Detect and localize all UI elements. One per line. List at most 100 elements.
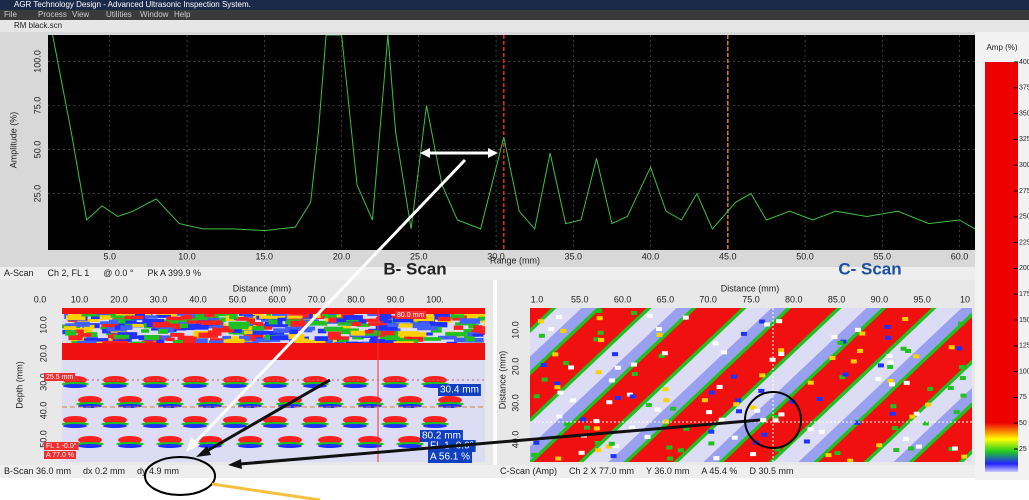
- color-bar-label: 225: [1019, 239, 1029, 246]
- menu-item[interactable]: File: [4, 10, 17, 19]
- pixel: [778, 348, 784, 352]
- x-tick-label: 50.0: [229, 294, 247, 304]
- pixel: [808, 381, 814, 385]
- menu-item[interactable]: Help: [174, 10, 191, 19]
- pixel: [630, 394, 636, 398]
- pixel: [925, 403, 931, 407]
- pixel: [631, 363, 637, 367]
- pixel: [878, 363, 884, 367]
- pixel: [843, 372, 849, 376]
- pixel: [201, 320, 222, 325]
- echo-base: [63, 424, 87, 428]
- x-tick-label: 1.0: [531, 294, 544, 304]
- pixel: [290, 321, 305, 327]
- pixel: [657, 333, 663, 337]
- echo-base: [238, 444, 262, 448]
- document-name[interactable]: RM black.scn: [14, 21, 62, 30]
- pixel: [851, 359, 857, 363]
- pixel: [229, 313, 237, 319]
- pixel: [666, 446, 672, 450]
- pixel: [609, 442, 615, 446]
- color-bar-label: 125: [1019, 343, 1029, 350]
- pixel: [804, 439, 810, 443]
- pixel: [887, 365, 893, 369]
- pixel: [598, 338, 604, 342]
- pixel: [902, 317, 908, 321]
- pixel: [909, 415, 915, 419]
- pixel: [531, 453, 537, 457]
- pixel: [570, 398, 576, 402]
- x-axis-label: Distance (mm): [721, 283, 780, 293]
- pixel: [273, 328, 288, 333]
- pixel: [594, 426, 600, 430]
- menu-item[interactable]: Utilities: [106, 10, 132, 19]
- pixel: [758, 389, 764, 393]
- pixel: [876, 443, 882, 447]
- pixel: [533, 441, 539, 445]
- y-tick-label: 40.0: [38, 402, 48, 420]
- pixel: [579, 451, 585, 455]
- pixel: [289, 330, 298, 334]
- pixel: [819, 430, 825, 434]
- pixel: [153, 322, 170, 328]
- pixel: [913, 354, 919, 358]
- pixel: [708, 430, 714, 434]
- pixel: [702, 398, 708, 402]
- window-title: AGR Technology Design - Advanced Ultraso…: [14, 0, 251, 9]
- pixel: [656, 327, 662, 331]
- pixel: [645, 435, 651, 439]
- pixel: [114, 335, 130, 339]
- color-bar: [985, 62, 1018, 472]
- pixel: [541, 363, 547, 367]
- pixel: [125, 316, 144, 319]
- x-tick-label: 40.0: [189, 294, 207, 304]
- pixel: [343, 315, 363, 320]
- x-tick-label: 85.0: [828, 294, 846, 304]
- echo-base: [183, 384, 207, 388]
- echo-base: [383, 424, 407, 428]
- pixel: [100, 315, 111, 320]
- menu-item[interactable]: View: [72, 10, 89, 19]
- doc-tab-bar: [0, 20, 1029, 32]
- pixel: [227, 339, 245, 344]
- pixel: [120, 326, 132, 330]
- x-tick-label: 10.0: [71, 294, 89, 304]
- pixel: [141, 329, 149, 333]
- pixel: [230, 326, 249, 330]
- pixel: [158, 329, 168, 334]
- y-tick-label: 20.0: [38, 345, 48, 363]
- color-bar-label: 200: [1019, 265, 1029, 272]
- pixel: [534, 394, 540, 398]
- y-tick-label: 10.0: [38, 316, 48, 334]
- y-tick-label: 75.0: [32, 97, 42, 115]
- pixel: [875, 377, 881, 381]
- echo-base: [383, 384, 407, 388]
- pixel: [184, 315, 192, 320]
- menu-item[interactable]: Window: [140, 10, 169, 19]
- x-tick-label: 60.0: [268, 294, 286, 304]
- x-axis-label: Distance (mm): [233, 283, 292, 293]
- echo-base: [318, 444, 342, 448]
- pixel: [886, 354, 892, 358]
- pixel: [615, 396, 621, 400]
- pixel: [807, 427, 813, 431]
- pixel: [78, 333, 92, 337]
- pixel: [195, 314, 204, 318]
- color-bar-label: 175: [1019, 291, 1029, 298]
- pixel: [778, 352, 784, 356]
- y-tick-label: 20.0: [510, 358, 520, 376]
- color-bar-label: 150: [1019, 317, 1029, 324]
- x-tick-label: 0.0: [34, 294, 47, 304]
- status-field: A 45.4 %: [701, 466, 737, 476]
- pixel: [733, 402, 739, 406]
- pixel: [646, 403, 652, 407]
- pixel: [423, 337, 441, 341]
- pixel: [324, 327, 343, 331]
- pixel: [556, 414, 562, 418]
- pixel: [564, 422, 570, 426]
- pixel: [109, 320, 118, 325]
- x-tick-label: 10: [960, 294, 970, 304]
- pixel: [855, 328, 861, 332]
- menu-item[interactable]: Process: [38, 10, 67, 19]
- color-bar-label: 375: [1019, 85, 1029, 92]
